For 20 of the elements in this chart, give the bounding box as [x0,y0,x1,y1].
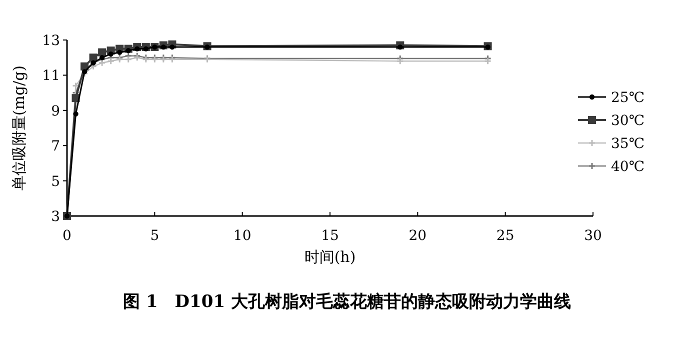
y-tick-label: 5 [51,174,60,190]
x-tick-label: 25 [496,228,514,244]
legend-label: 25℃ [611,90,644,106]
y-axis-title: 单位吸附量(mg/g) [10,65,28,191]
x-tick-label: 0 [62,228,72,244]
x-axis-title: 时间(h) [304,248,356,266]
legend-label: 35℃ [611,136,644,152]
y-tick-label: 13 [42,33,60,49]
x-tick-label: 15 [321,228,339,244]
x-tick-label: 10 [233,228,252,244]
x-tick-label: 20 [408,228,427,244]
y-tick-label: 3 [51,209,60,225]
y-tick-label: 11 [42,68,60,84]
text: 图 1 D101 大孔树脂对毛蕊花糖苷的静态吸附动力学曲线 [123,292,571,312]
x-tick-label: 30 [584,228,602,244]
legend-label: 30℃ [611,113,644,129]
x-tick-label: 5 [150,228,160,244]
y-tick-label: 9 [51,103,60,120]
legend-label: 40℃ [611,159,644,175]
y-tick-label: 7 [51,138,60,155]
